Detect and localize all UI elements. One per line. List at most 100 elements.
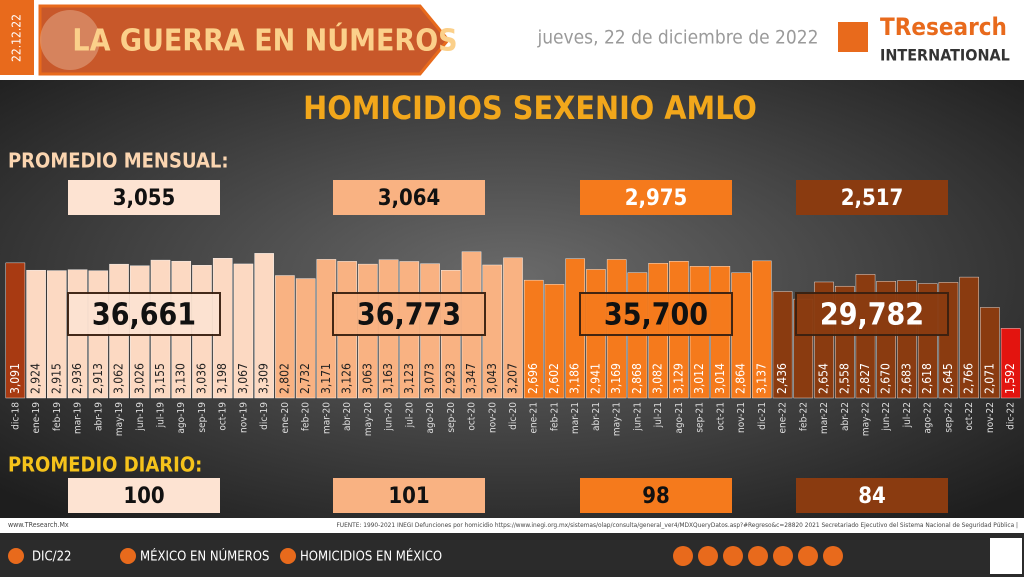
x-tick-label: jul-21 [653,402,664,428]
nav-item[interactable]: HOMICIDIOS EN MÉXICO [300,549,442,565]
x-tick-label: jul-22 [902,402,913,428]
monthly-avg-box [580,180,732,215]
daily-avg-box [580,478,732,513]
x-tick-label: oct-21 [715,402,726,431]
x-tick-label: feb-21 [549,402,560,431]
value-label: 2,071 [982,363,996,394]
x-tick-label: dic-18 [10,402,21,430]
value-label: 2,915 [49,363,63,394]
daily-avg: 100 [123,484,164,509]
x-tick-label: may-21 [612,402,623,436]
value-label: 2,827 [858,363,872,394]
annual-total: 36,773 [357,298,461,333]
value-label: 3,067 [236,363,250,394]
daily-avg: 84 [858,484,886,509]
x-tick-label: abr-22 [840,402,851,431]
x-tick-label: jul-20 [404,402,415,429]
bar [26,269,46,399]
value-label: 2,645 [941,363,955,394]
x-tick-label: jun-21 [632,402,643,432]
bar [959,276,979,399]
value-label: 3,123 [402,363,416,394]
value-label: 3,126 [340,363,354,394]
value-label: 2,618 [920,363,934,394]
value-label: 3,130 [174,363,188,394]
value-label: 3,063 [360,363,374,394]
value-label: 1,592 [1003,363,1017,394]
value-label: 2,802 [277,363,291,394]
value-label: 2,923 [443,363,457,394]
value-label: 2,913 [91,363,105,394]
bar [1000,328,1021,399]
nav-item[interactable]: MÉXICO EN NÚMEROS [140,549,269,565]
value-label: 2,941 [588,363,602,394]
x-tick-label: sep-20 [446,402,457,433]
x-tick-label: ene-21 [529,402,540,433]
x-tick-label: dic-20 [508,402,519,430]
value-label: 3,091 [8,363,22,394]
value-label: 2,924 [29,363,43,394]
value-label: 2,732 [298,363,312,394]
value-label: 3,347 [464,363,478,394]
x-tick-label: ene-19 [31,402,42,434]
bar [47,270,67,399]
annual-total: 29,782 [820,298,924,333]
monthly-avg: 2,975 [625,186,688,211]
value-label: 3,155 [153,363,167,394]
x-tick-label: may-22 [860,402,871,436]
nav-icon [8,548,24,564]
x-tick-label: ene-20 [280,402,291,434]
title-banner [38,4,450,76]
x-tick-label: nov-22 [985,402,996,433]
value-label: 3,171 [319,363,333,394]
bar [5,262,26,399]
monthly-avg: 2,517 [841,186,904,211]
value-label: 2,864 [734,363,748,394]
x-tick-label: ago-22 [923,402,934,434]
value-label: 3,186 [568,363,582,394]
value-label: 3,207 [506,363,520,394]
value-label: 2,868 [630,363,644,394]
map-icon [40,10,100,70]
x-tick-label: dic-19 [259,402,270,430]
value-label: 2,602 [547,363,561,394]
daily-avg-box [68,478,220,513]
value-label: 3,026 [132,363,146,394]
x-tick-label: abr-19 [93,402,104,431]
x-tick-label: feb-19 [52,402,63,431]
logo-icon [838,22,868,52]
logo-sub: INTERNATIONAL [880,46,1010,65]
value-label: 3,163 [381,363,395,394]
x-tick-label: mar-21 [570,402,581,434]
x-tick-label: sep-21 [695,402,706,433]
monthly-avg-box [333,180,485,215]
daily-label: PROMEDIO DIARIO: [8,453,202,477]
x-tick-label: ene-22 [778,402,789,433]
bar [254,253,274,399]
value-label: 3,169 [609,363,623,394]
nav-icon [120,548,136,564]
monthly-avg-box [68,180,220,215]
value-label: 3,309 [257,363,271,394]
header-date: jueves, 22 de diciembre de 2022 [536,27,818,49]
value-label: 2,936 [70,363,84,394]
value-label: 3,198 [215,363,229,394]
x-tick-label: nov-21 [736,402,747,433]
bar [523,279,544,399]
x-tick-label: sep-19 [197,402,208,433]
qr-code [990,538,1022,574]
annual-total-box [579,292,733,336]
bar [275,275,295,399]
x-tick-label: abr-21 [591,402,602,431]
x-tick-label: ago-20 [425,402,436,434]
nav-item[interactable]: DIC/22 [32,550,71,565]
x-tick-label: mar-20 [321,402,332,434]
x-tick-label: oct-19 [218,402,229,431]
value-label: 2,436 [775,363,789,394]
x-tick-label: sep-22 [943,402,954,433]
value-label: 3,043 [485,363,499,394]
chart: 3,091 dic-18 2,924 ene-19 2,915 feb-19 2,936 ma… [5,180,1021,513]
daily-avg-box [796,478,948,513]
annual-total: 35,700 [604,298,708,333]
